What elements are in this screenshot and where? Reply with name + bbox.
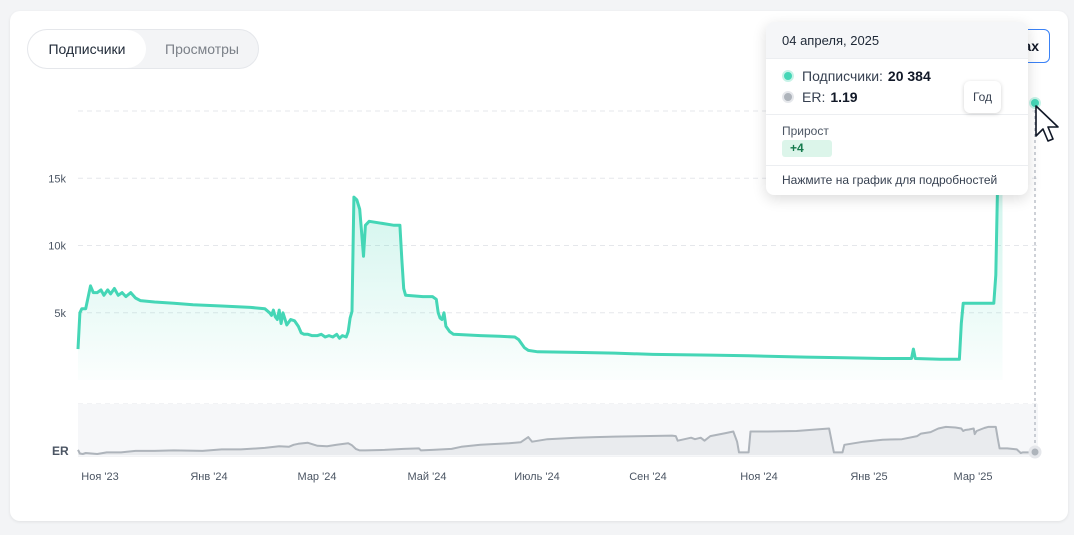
tooltip-date: 04 апреля, 2025	[766, 22, 1028, 58]
y-tick-label: 10k	[48, 241, 66, 253]
subscribers-dot-icon	[782, 70, 794, 82]
tooltip-subscribers-label: Подписчики:	[802, 68, 883, 84]
subscribers-line	[76, 105, 1004, 361]
tooltip-divider	[766, 114, 1028, 115]
y-tick-label: 5k	[54, 308, 66, 320]
tab-views[interactable]: Просмотры	[165, 41, 239, 57]
tooltip-er-value: 1.19	[830, 89, 858, 105]
x-tick-label: Мар '24	[298, 471, 337, 483]
x-tick-label: Ноя '23	[81, 471, 118, 483]
mouse-cursor-icon	[1035, 105, 1059, 142]
x-tick-label: Сен '24	[629, 471, 667, 483]
tooltip-divider	[766, 58, 1028, 59]
tab-subscribers[interactable]: Подписчики	[28, 30, 146, 68]
x-tick-label: Янв '25	[850, 471, 887, 483]
tooltip-hint: Нажмите на график для подробностей	[782, 173, 998, 187]
tooltip-er-label: ER:	[802, 89, 826, 105]
x-tick-label: Июль '24	[514, 471, 559, 483]
er-axis-label: ER	[52, 444, 69, 458]
tooltip-er-row: ER: 1.19	[782, 89, 858, 105]
er-line	[77, 425, 1036, 455]
er-area	[78, 426, 1036, 455]
subscribers-area	[78, 105, 1003, 381]
tooltip-divider	[766, 165, 1028, 166]
x-tick-label: Май '24	[408, 471, 447, 483]
tooltip-subscribers-value: 20 384	[887, 68, 931, 84]
x-tick-label: Мар '25	[954, 471, 993, 483]
y-tick-label: 15k	[48, 173, 66, 185]
tooltip-growth-badge: +4	[782, 140, 832, 157]
tooltip-growth-label: Прирост	[782, 124, 829, 138]
year-button[interactable]: Год	[964, 81, 1001, 113]
x-tick-label: Ноя '24	[740, 471, 777, 483]
x-tick-label: Янв '24	[190, 471, 227, 483]
hover-point-er	[1028, 445, 1042, 459]
tooltip-subscribers-row: Подписчики: 20 384	[782, 68, 931, 84]
metric-tabs: Подписчики Просмотры	[27, 29, 259, 69]
er-dot-icon	[782, 91, 794, 103]
hover-point-subscribers	[1029, 97, 1041, 109]
